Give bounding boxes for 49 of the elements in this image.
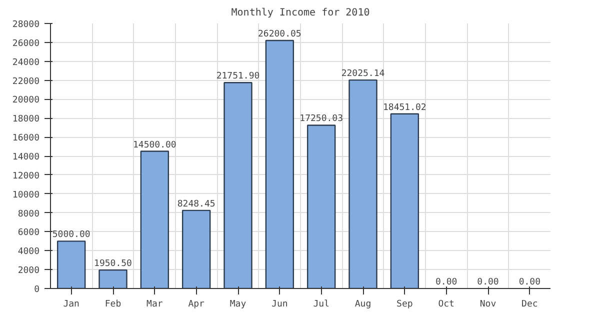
bar [56, 240, 86, 288]
x-tick-label: Aug [354, 300, 372, 310]
y-tick-label: 10000 [12, 190, 40, 200]
data-label: 0.00 [477, 278, 499, 288]
x-tick-label: Nov [480, 300, 496, 310]
bar [98, 269, 128, 288]
bar [224, 82, 252, 288]
data-label: 1950.50 [94, 259, 132, 270]
chart-title: Monthly Income for 2010 [231, 8, 370, 18]
y-tick-label: 24000 [12, 58, 40, 68]
data-label: 17250.03 [300, 114, 344, 124]
x-tick-label: Sep [396, 300, 413, 310]
data-label: 0.00 [518, 278, 541, 288]
y-tick-label: 12000 [12, 171, 40, 182]
y-tick-label: 4000 [18, 247, 40, 258]
data-label: 14500.00 [132, 140, 176, 150]
bar [348, 79, 378, 288]
x-tick-label: Jul [313, 300, 330, 310]
y-tick-label: 28000 [12, 20, 40, 30]
y-tick-label: 14000 [12, 152, 40, 162]
bar [390, 113, 420, 288]
data-label: 26200.05 [258, 30, 302, 40]
x-tick-label: Feb [104, 300, 122, 310]
bar [306, 124, 336, 288]
x-tick-label: Apr [188, 300, 206, 310]
y-tick-label: 20000 [12, 96, 40, 106]
x-tick-label: Jun [272, 300, 288, 310]
x-tick-label: Dec [522, 300, 538, 310]
data-label: 18451.02 [382, 102, 426, 113]
data-label: 22025.14 [341, 69, 385, 80]
y-tick-label: 0 [34, 285, 40, 295]
y-tick-label: 22000 [12, 76, 40, 87]
y-tick-label: 16000 [12, 134, 40, 144]
data-label: 0.00 [435, 278, 458, 288]
y-tick-label: 8000 [18, 209, 40, 220]
bar [265, 40, 294, 288]
y-tick-label: 6000 [18, 228, 40, 238]
x-tick-label: Jan [63, 300, 80, 310]
x-tick-label: Mar [146, 300, 164, 310]
bar [140, 150, 170, 288]
data-label: 8248.45 [177, 199, 216, 210]
y-tick-label: 18000 [12, 114, 40, 125]
x-tick-label: Oct [438, 300, 454, 310]
x-tick-label: May [230, 300, 247, 310]
y-tick-label: 26000 [12, 38, 40, 49]
data-label: 5000.00 [52, 230, 90, 240]
y-tick-label: 2000 [18, 266, 40, 276]
bar [182, 210, 211, 288]
data-label: 21751.90 [216, 72, 260, 82]
